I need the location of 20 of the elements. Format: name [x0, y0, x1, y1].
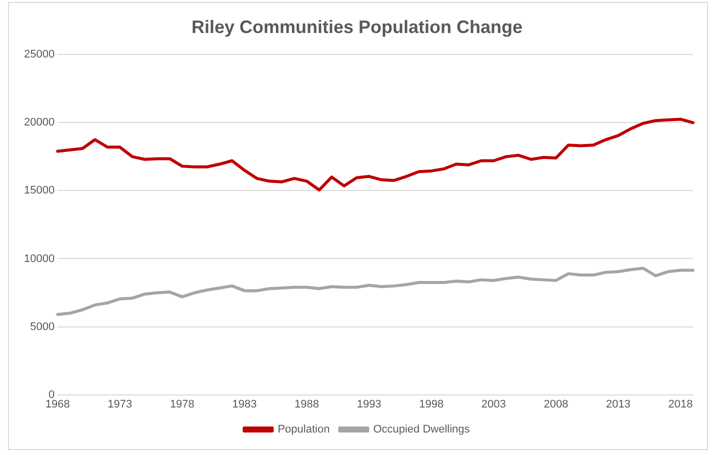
y-tick-label: 5000 — [30, 320, 55, 333]
legend-label: Population — [278, 424, 330, 436]
x-tick-label: 1988 — [294, 398, 320, 410]
x-tick-label: 1998 — [419, 398, 444, 410]
x-tick-label: 1993 — [356, 398, 382, 410]
x-tick-label: 2018 — [668, 398, 693, 410]
x-tick-label: 2008 — [544, 398, 568, 410]
x-tick-label: 1978 — [170, 398, 194, 410]
y-tick-label: 10000 — [24, 252, 55, 265]
x-tick-label: 1983 — [232, 398, 257, 410]
x-tick-label: 1973 — [108, 398, 132, 410]
y-tick-label: 20000 — [24, 116, 55, 129]
y-tick-label: 15000 — [24, 184, 55, 197]
x-tick-label: 2003 — [481, 398, 506, 410]
chart-title: Riley Communities Population Change — [191, 16, 523, 37]
x-tick-label: 1968 — [45, 398, 70, 410]
y-tick-label: 0 — [48, 388, 55, 401]
x-tick-label: 2013 — [606, 398, 630, 410]
y-tick-label: 25000 — [24, 48, 55, 61]
legend-label: Occupied Dwellings — [373, 424, 470, 436]
